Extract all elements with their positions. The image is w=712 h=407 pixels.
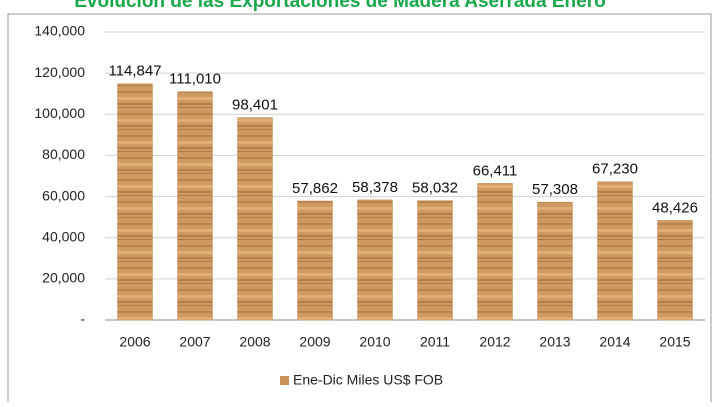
bar xyxy=(597,181,633,321)
data-label: 67,230 xyxy=(592,161,638,178)
y-tick-label: - xyxy=(80,311,85,327)
bar xyxy=(177,91,213,321)
bar xyxy=(117,83,153,321)
bar xyxy=(537,201,573,321)
x-tick-label: 2008 xyxy=(239,334,270,350)
x-tick-label: 2007 xyxy=(179,334,210,350)
x-tick-label: 2010 xyxy=(359,334,390,350)
y-tick-label: 40,000 xyxy=(42,228,85,244)
y-tick-label: 100,000 xyxy=(34,105,85,121)
bar xyxy=(357,199,393,321)
legend-swatch xyxy=(280,376,289,385)
data-label: 111,010 xyxy=(169,71,221,88)
data-label: 114,847 xyxy=(108,63,161,80)
bar xyxy=(477,183,513,321)
data-label: 58,032 xyxy=(412,180,458,197)
chart-title: Evolución de las Exportaciones de Madera… xyxy=(74,0,605,12)
x-tick-label: 2009 xyxy=(299,334,330,350)
x-tick-label: 2012 xyxy=(479,334,510,350)
bar xyxy=(297,200,333,321)
x-tick-label: 2013 xyxy=(539,334,570,350)
legend-label: Ene-Dic Miles US$ FOB xyxy=(293,372,443,388)
data-label: 48,426 xyxy=(652,199,698,216)
y-tick-label: 60,000 xyxy=(42,187,85,203)
bar xyxy=(657,220,693,321)
data-label: 57,308 xyxy=(532,181,578,198)
data-label: 57,862 xyxy=(292,180,338,197)
y-tick-label: 120,000 xyxy=(34,64,85,80)
bar xyxy=(417,200,453,321)
y-tick-label: 140,000 xyxy=(34,23,85,39)
data-label: 58,378 xyxy=(352,179,398,196)
y-tick-label: 20,000 xyxy=(42,270,85,286)
x-tick-label: 2011 xyxy=(420,334,450,350)
y-tick-label: 80,000 xyxy=(42,146,85,162)
data-label: 66,411 xyxy=(473,162,518,179)
x-tick-label: 2015 xyxy=(659,334,690,350)
x-tick-label: 2014 xyxy=(599,334,630,350)
data-label: 98,401 xyxy=(232,97,278,114)
x-tick-label: 2006 xyxy=(119,334,150,350)
bar xyxy=(237,117,273,321)
